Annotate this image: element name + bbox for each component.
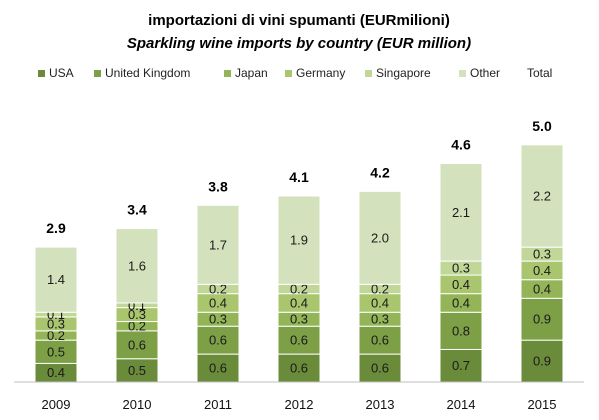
x-tick-label-2009: 2009 xyxy=(42,397,71,412)
legend-swatch-0 xyxy=(38,70,45,77)
legend-swatch-2 xyxy=(224,70,231,77)
total-label-2010: 3.4 xyxy=(127,202,147,218)
data-label-2010-0: 0.5 xyxy=(128,363,146,378)
data-label-2012-0: 0.6 xyxy=(290,361,308,376)
bar-segment-2012-1 xyxy=(277,325,321,355)
data-label-2012-1: 0.6 xyxy=(290,333,308,348)
bar-segment-2010-1 xyxy=(115,330,159,360)
bar-segment-2013-5 xyxy=(358,190,402,285)
data-label-2015-0: 0.9 xyxy=(533,354,551,369)
x-tick-label-2012: 2012 xyxy=(285,397,314,412)
data-label-2009-1: 0.5 xyxy=(47,344,65,359)
data-label-2009-2: 0.2 xyxy=(47,328,65,343)
data-label-2009-5: 1.4 xyxy=(47,272,65,287)
bar-segment-2013-1 xyxy=(358,325,402,355)
chart-title: importazioni di vini spumanti (EURmilion… xyxy=(148,12,450,29)
chart-subtitle: Sparkling wine imports by country (EUR m… xyxy=(127,35,471,52)
data-label-2014-3: 0.4 xyxy=(452,277,470,292)
data-label-2015-2: 0.4 xyxy=(533,282,551,297)
x-tick-label-2015: 2015 xyxy=(528,397,557,412)
legend-label-total: Total xyxy=(527,66,552,80)
legend-label-3: Germany xyxy=(296,66,345,80)
data-label-2013-0: 0.6 xyxy=(371,361,389,376)
legend-label-4: Singapore xyxy=(376,66,431,80)
total-label-2012: 4.1 xyxy=(289,169,309,185)
data-label-2011-4: 0.2 xyxy=(209,282,227,297)
data-label-2011-3: 0.4 xyxy=(209,295,227,310)
bar-segment-2009-5 xyxy=(34,246,78,313)
bar-segment-2011-5 xyxy=(196,204,240,285)
plot-area: 0.40.50.20.30.11.42.90.50.60.20.30.11.63… xyxy=(34,118,564,383)
bar-segment-2011-1 xyxy=(196,325,240,355)
legend-label-1: United Kingdom xyxy=(105,66,190,80)
data-label-2013-1: 0.6 xyxy=(371,333,389,348)
legend-swatch-4 xyxy=(365,70,372,77)
data-label-2011-5: 1.7 xyxy=(209,237,227,252)
total-label-2011: 3.8 xyxy=(208,178,228,194)
x-tick-label-2011: 2011 xyxy=(204,397,232,412)
bar-segment-2012-5 xyxy=(277,195,321,285)
data-label-2010-3: 0.3 xyxy=(128,307,146,322)
data-label-2010-1: 0.6 xyxy=(128,337,146,352)
data-label-2009-0: 0.4 xyxy=(47,365,65,380)
x-tick-label-2010: 2010 xyxy=(123,397,152,412)
data-label-2012-2: 0.3 xyxy=(290,312,308,327)
x-tick-label-2013: 2013 xyxy=(366,397,395,412)
data-label-2010-2: 0.2 xyxy=(128,319,146,334)
data-label-2011-0: 0.6 xyxy=(209,361,227,376)
data-label-2012-3: 0.4 xyxy=(290,295,308,310)
total-label-2013: 4.2 xyxy=(370,164,390,180)
bar-segment-2011-0 xyxy=(196,353,240,383)
data-label-2014-4: 0.3 xyxy=(452,261,470,276)
data-label-2014-0: 0.7 xyxy=(452,358,470,373)
data-label-2015-1: 0.9 xyxy=(533,312,551,327)
data-label-2014-2: 0.4 xyxy=(452,295,470,310)
data-label-2010-5: 1.6 xyxy=(128,258,146,273)
bar-segment-2010-5 xyxy=(115,228,159,304)
legend-label-5: Other xyxy=(470,66,500,80)
bar-segment-2014-1 xyxy=(439,311,483,350)
data-label-2011-1: 0.6 xyxy=(209,333,227,348)
x-tick-label-2014: 2014 xyxy=(447,397,476,412)
legend: USA United Kingdom Japan Germany Singapore Ot… xyxy=(38,66,552,80)
x-axis-ticks: 2009 2010 2011 2012 2013 2014 2015 xyxy=(42,397,557,412)
data-label-2013-2: 0.3 xyxy=(371,312,389,327)
legend-label-0: USA xyxy=(49,66,74,80)
total-label-2014: 4.6 xyxy=(451,136,471,152)
legend-label-2: Japan xyxy=(235,66,268,80)
data-label-2011-2: 0.3 xyxy=(209,312,227,327)
legend-swatch-1 xyxy=(94,70,101,77)
total-label-2015: 5.0 xyxy=(532,118,552,134)
data-label-2012-4: 0.2 xyxy=(290,282,308,297)
total-label-2009: 2.9 xyxy=(46,220,66,236)
data-label-2015-5: 2.2 xyxy=(533,189,551,204)
data-label-2013-4: 0.2 xyxy=(371,282,389,297)
data-label-2013-5: 2.0 xyxy=(371,230,389,245)
data-label-2013-3: 0.4 xyxy=(371,295,389,310)
data-label-2014-5: 2.1 xyxy=(452,205,470,220)
data-label-2015-3: 0.4 xyxy=(533,263,551,278)
data-label-2014-1: 0.8 xyxy=(452,323,470,338)
data-label-2009-3: 0.3 xyxy=(47,316,65,331)
legend-swatch-3 xyxy=(285,70,292,77)
bar-segment-2014-5 xyxy=(439,162,483,262)
data-label-2015-4: 0.3 xyxy=(533,247,551,262)
bar-segment-2014-0 xyxy=(439,348,483,383)
legend-swatch-5 xyxy=(459,70,466,77)
bar-segment-2015-5 xyxy=(520,144,564,248)
data-label-2012-5: 1.9 xyxy=(290,233,308,248)
